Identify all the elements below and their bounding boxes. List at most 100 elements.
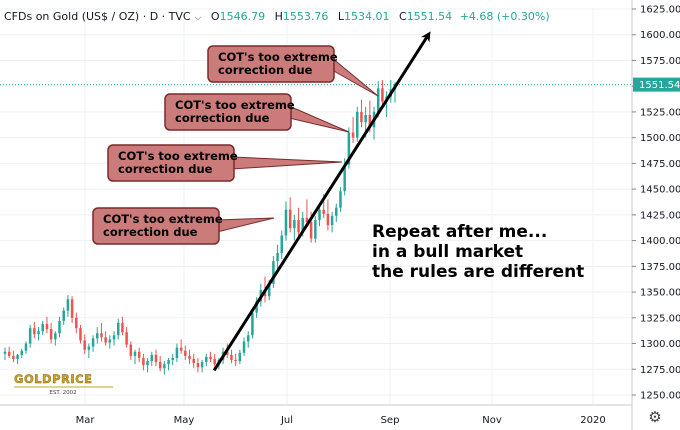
candle-body bbox=[305, 217, 309, 223]
candle-body bbox=[343, 164, 346, 192]
y-tick-label: 1600.00 bbox=[640, 30, 680, 41]
open-value: 1546.79 bbox=[219, 10, 266, 23]
candle-body bbox=[37, 331, 40, 335]
x-tick-label: Mar bbox=[76, 415, 96, 426]
candle-body bbox=[272, 261, 275, 284]
callout-box bbox=[207, 45, 335, 83]
candle-body bbox=[192, 358, 195, 364]
candle-body bbox=[179, 347, 183, 351]
candle-body bbox=[133, 351, 137, 356]
candle-body bbox=[314, 220, 317, 239]
candle-body bbox=[339, 191, 342, 208]
candle-body bbox=[167, 360, 170, 365]
y-tick-label: 1525.00 bbox=[640, 107, 680, 118]
candle-body bbox=[326, 213, 330, 226]
candle-body bbox=[146, 361, 149, 366]
candle-body bbox=[129, 344, 133, 356]
callout-text: COT's too extreme bbox=[118, 149, 238, 163]
y-tick-label: 1350.00 bbox=[640, 288, 680, 299]
annotation-text: Repeat after me... bbox=[372, 222, 547, 242]
callout-pointer bbox=[216, 217, 275, 233]
callout-text: COT's too extreme bbox=[103, 212, 223, 226]
candle-body bbox=[288, 209, 292, 229]
candle-body bbox=[163, 364, 166, 369]
candle-body bbox=[58, 320, 61, 334]
candle-body bbox=[20, 350, 24, 355]
candle-body bbox=[104, 337, 107, 343]
candle-body bbox=[54, 333, 57, 340]
candle-body bbox=[322, 209, 325, 214]
candle-body bbox=[205, 356, 208, 363]
candle-body bbox=[3, 351, 7, 354]
candle-body bbox=[246, 335, 250, 342]
candle-body bbox=[242, 341, 246, 353]
callout-text: COT's too extreme bbox=[175, 98, 295, 112]
y-tick-label: 1400.00 bbox=[640, 236, 680, 247]
callout-pointer bbox=[331, 56, 379, 97]
candle-body bbox=[301, 217, 304, 233]
last-price-tag bbox=[633, 77, 680, 92]
candle-body bbox=[7, 351, 11, 356]
x-tick-label: Sep bbox=[381, 415, 400, 426]
chart-header: CFDs on Gold (US$ / OZ) · D · TVC ⌵ O1546… bbox=[4, 10, 550, 23]
callout-box bbox=[92, 207, 220, 245]
y-tick-label: 1375.00 bbox=[640, 262, 680, 273]
candle-body bbox=[121, 322, 124, 333]
callout-text: correction due bbox=[118, 162, 213, 176]
candle-body bbox=[16, 354, 19, 359]
close-label: C bbox=[399, 10, 407, 23]
x-tick-label: Jul bbox=[280, 415, 293, 426]
gear-icon[interactable]: ⚙ bbox=[648, 408, 662, 426]
low-label: L bbox=[337, 10, 344, 23]
candle-body bbox=[200, 362, 204, 368]
candle-body bbox=[100, 333, 103, 338]
candle-body bbox=[284, 209, 288, 236]
candle-body bbox=[184, 350, 187, 356]
callout-text: COT's too extreme bbox=[218, 50, 338, 64]
candle-body bbox=[368, 115, 372, 128]
candle-body bbox=[251, 312, 254, 336]
logo-subtext: EST. 2002 bbox=[49, 390, 76, 396]
candle-body bbox=[175, 347, 179, 358]
y-tick-label: 1625.00 bbox=[640, 5, 680, 16]
annotation-text: in a bull market bbox=[372, 242, 523, 262]
callout-text: correction due bbox=[103, 225, 198, 239]
candle-body bbox=[112, 335, 116, 340]
chevron-down-icon[interactable]: ⌵ bbox=[194, 13, 202, 23]
candle-body bbox=[255, 301, 258, 313]
candle-body bbox=[45, 323, 49, 330]
callout-text: correction due bbox=[218, 63, 313, 77]
last-price-label: 1551.54 bbox=[639, 80, 680, 91]
symbol-label[interactable]: CFDs on Gold (US$ / OZ) · D · TVC bbox=[4, 10, 191, 23]
candle-body bbox=[276, 252, 279, 262]
candle-body bbox=[154, 354, 158, 363]
candle-body bbox=[28, 328, 32, 344]
candle-body bbox=[351, 132, 355, 138]
candle-body bbox=[66, 299, 70, 311]
candle-body bbox=[24, 343, 28, 351]
candle-body bbox=[196, 363, 200, 368]
close-value: 1551.54 bbox=[406, 10, 453, 23]
y-tick-label: 1475.00 bbox=[640, 159, 680, 170]
candle-body bbox=[125, 332, 128, 345]
candle-body bbox=[158, 362, 162, 369]
candle-body bbox=[347, 132, 351, 165]
candle-body bbox=[318, 209, 321, 221]
candle-body bbox=[62, 310, 65, 321]
candle-body bbox=[234, 360, 237, 362]
callout-box bbox=[107, 144, 235, 182]
candle-body bbox=[108, 339, 112, 343]
candle-body bbox=[96, 333, 99, 339]
callout-text: correction due bbox=[175, 111, 270, 125]
x-tick-label: May bbox=[174, 415, 195, 426]
candle-body bbox=[267, 283, 271, 297]
candle-body bbox=[188, 355, 191, 359]
candle-body bbox=[12, 355, 15, 359]
high-label: H bbox=[274, 10, 283, 23]
y-tick-label: 1500.00 bbox=[640, 133, 680, 144]
